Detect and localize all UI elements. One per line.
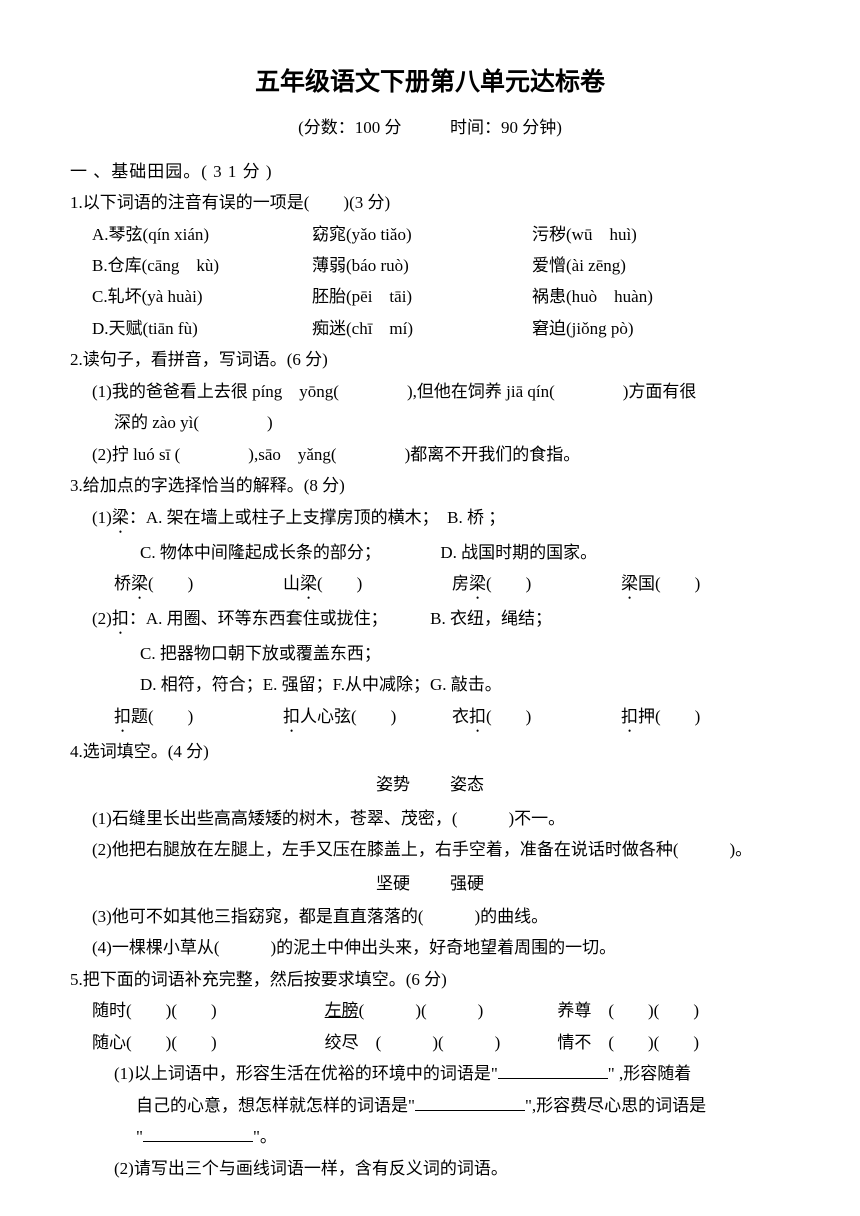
q1-option-d: D.天赋(tiān fù) 痴迷(chī mí) 窘迫(jiǒng pò) <box>92 313 790 344</box>
q3-p1-ans-a: 桥梁( ) <box>114 568 283 603</box>
q1-d3: 窘迫(jiǒng pò) <box>532 313 790 344</box>
q4-stem: 4.选词填空。(4 分) <box>70 736 790 767</box>
q2-line1b: 深的 zào yì( ) <box>114 407 790 438</box>
q1-b1: B.仓库(cāng kù) <box>92 250 312 281</box>
exam-title: 五年级语文下册第八单元达标卷 <box>70 60 790 106</box>
q5-sub2: (2)请写出三个与画线词语一样，含有反义词的词语。 <box>114 1153 790 1184</box>
q3-p1-ans-c: 房梁( ) <box>452 568 621 603</box>
q1-c1: C.轧坏(yà huài) <box>92 281 312 312</box>
q1-b2: 薄弱(báo ruò) <box>312 250 532 281</box>
section-1-heading: 一 、基础田园。( 3 1 分 ) <box>70 156 790 187</box>
q5-r1b: 左膀( )( ) <box>325 995 558 1026</box>
q3-p1-line1: (1)梁：A. 架在墙上或柱子上支撑房顶的横木； B. 桥 ； <box>92 502 790 537</box>
q4-line1: (1)石缝里长出些高高矮矮的树木，苍翠、茂密，( )不一。 <box>92 803 790 834</box>
q2-line2: (2)拧 luó sī ( ),sāo yǎng( )都离不开我们的食指。 <box>92 439 790 470</box>
q1-a1: A.琴弦(qín xián) <box>92 219 312 250</box>
q1-d2: 痴迷(chī mí) <box>312 313 532 344</box>
q5-row1: 随时( )( ) 左膀( )( ) 养尊 ( )( ) <box>92 995 790 1026</box>
q4-pair2b: 强硬 <box>450 868 484 899</box>
score-label: (分数：100 分 <box>298 118 401 137</box>
q5-sub1-line1: (1)以上词语中，形容生活在优裕的环境中的词语是"" ,形容随着 <box>114 1058 790 1089</box>
time-label: 时间：90 分钟) <box>450 118 562 137</box>
q1-option-a: A.琴弦(qín xián) 窈窕(yǎo tiǎo) 污秽(wū huì) <box>92 219 790 250</box>
q5-r1a: 随时( )( ) <box>92 995 325 1026</box>
q3-p1-ans-b: 山梁( ) <box>283 568 452 603</box>
q1-c2: 胚胎(pēi tāi) <box>312 281 532 312</box>
q3-p2-line1: (2)扣：A. 用圈、环等东西套住或拢住； B. 衣纽，绳结； <box>92 603 790 638</box>
q3-p2-answers: 扣题( ) 扣人心弦( ) 衣扣( ) 扣押( ) <box>114 701 790 736</box>
q3-p2-ans-b: 扣人心弦( ) <box>283 701 452 736</box>
q5-r2c: 情不 ( )( ) <box>557 1027 790 1058</box>
q3-p2-line2: C. 把器物口朝下放或覆盖东西； <box>140 638 790 669</box>
q1-option-c: C.轧坏(yà huài) 胚胎(pēi tāi) 祸患(huò huàn) <box>92 281 790 312</box>
q2-stem: 2.读句子，看拼音，写词语。(6 分) <box>70 344 790 375</box>
q3-p2-line3: D. 相符，符合；E. 强留；F.从中减除；G. 敲击。 <box>140 669 790 700</box>
q4-pair2: 坚硬 强硬 <box>70 868 790 899</box>
q1-a3: 污秽(wū huì) <box>532 219 790 250</box>
q5-r2b: 绞尽 ( )( ) <box>325 1027 558 1058</box>
q3-p2-ans-a: 扣题( ) <box>114 701 283 736</box>
q5-r2a: 随心( )( ) <box>92 1027 325 1058</box>
q3-p2-ans-d: 扣押( ) <box>621 701 790 736</box>
q4-pair1: 姿势 姿态 <box>70 769 790 800</box>
q1-a2: 窈窕(yǎo tiǎo) <box>312 219 532 250</box>
q2-line1a: (1)我的爸爸看上去很 píng yōng( ),但他在饲养 jiā qín( … <box>92 376 790 407</box>
q1-b3: 爱憎(ài zēng) <box>532 250 790 281</box>
q1-stem: 1.以下词语的注音有误的一项是( )(3 分) <box>70 187 790 218</box>
q5-r1c: 养尊 ( )( ) <box>557 995 790 1026</box>
q1-option-b: B.仓库(cāng kù) 薄弱(báo ruò) 爱憎(ài zēng) <box>92 250 790 281</box>
q3-stem: 3.给加点的字选择恰当的解释。(8 分) <box>70 470 790 501</box>
q3-p1-ans-d: 梁国( ) <box>621 568 790 603</box>
q4-line3: (3)他可不如其他三指窈窕，都是直直落落的( )的曲线。 <box>92 901 790 932</box>
q5-stem: 5.把下面的词语补充完整，然后按要求填空。(6 分) <box>70 964 790 995</box>
q3-p1-line2: C. 物体中间隆起成长条的部分； D. 战国时期的国家。 <box>140 537 790 568</box>
q4-pair2a: 坚硬 <box>376 868 410 899</box>
q5-sub1-line2: 自己的心意，想怎样就怎样的词语是"",形容费尽心思的词语是 <box>136 1090 790 1121</box>
q1-d1: D.天赋(tiān fù) <box>92 313 312 344</box>
q5-sub1-line3: ""。 <box>136 1121 790 1152</box>
q3-p2-ans-c: 衣扣( ) <box>452 701 621 736</box>
q4-line4: (4)一棵棵小草从( )的泥土中伸出头来，好奇地望着周围的一切。 <box>92 932 790 963</box>
exam-meta: (分数：100 分 时间：90 分钟) <box>70 112 790 143</box>
q4-line2: (2)他把右腿放在左腿上，左手又压在膝盖上，右手空着，准备在说话时做各种( )。 <box>92 834 790 865</box>
q3-p1-answers: 桥梁( ) 山梁( ) 房梁( ) 梁国( ) <box>114 568 790 603</box>
q4-pair1a: 姿势 <box>376 769 410 800</box>
q4-pair1b: 姿态 <box>450 769 484 800</box>
q1-c3: 祸患(huò huàn) <box>532 281 790 312</box>
q5-row2: 随心( )( ) 绞尽 ( )( ) 情不 ( )( ) <box>92 1027 790 1058</box>
